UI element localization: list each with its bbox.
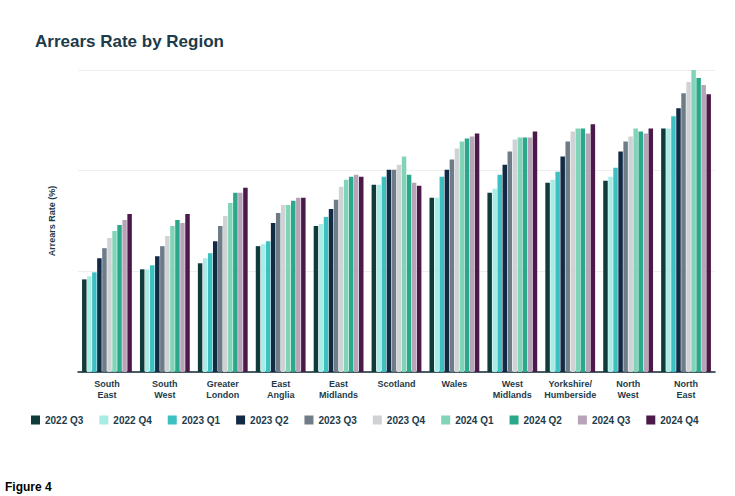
svg-text:West: West — [502, 379, 523, 389]
svg-text:Yorkshire/: Yorkshire/ — [549, 379, 593, 389]
svg-text:Anglia: Anglia — [267, 390, 295, 400]
svg-text:East: East — [677, 390, 696, 400]
svg-text:West: West — [154, 390, 175, 400]
svg-text:Midlands: Midlands — [319, 390, 358, 400]
svg-text:Scotland: Scotland — [377, 379, 415, 389]
svg-text:Midlands: Midlands — [493, 390, 532, 400]
svg-text:East: East — [329, 379, 348, 389]
svg-text:Humberside: Humberside — [544, 390, 596, 400]
svg-text:2023 Q2: 2023 Q2 — [250, 415, 289, 426]
svg-text:2024 Q1: 2024 Q1 — [455, 415, 494, 426]
svg-text:North: North — [674, 379, 698, 389]
svg-text:South: South — [94, 379, 120, 389]
svg-text:West: West — [617, 390, 638, 400]
svg-text:2024 Q2: 2024 Q2 — [524, 415, 563, 426]
svg-text:Wales: Wales — [442, 379, 468, 389]
svg-text:East: East — [97, 390, 116, 400]
svg-text:Greater: Greater — [207, 379, 240, 389]
svg-text:2024 Q3: 2024 Q3 — [592, 415, 631, 426]
svg-text:2023 Q3: 2023 Q3 — [318, 415, 357, 426]
svg-text:London: London — [206, 390, 239, 400]
svg-text:East: East — [271, 379, 290, 389]
svg-text:2023 Q4: 2023 Q4 — [387, 415, 426, 426]
svg-text:Arrears Rate (%): Arrears Rate (%) — [47, 186, 57, 257]
svg-text:Arrears Rate by Region: Arrears Rate by Region — [35, 32, 224, 51]
svg-text:North: North — [616, 379, 640, 389]
svg-text:Figure 4: Figure 4 — [5, 480, 52, 494]
svg-text:2022 Q3: 2022 Q3 — [45, 415, 84, 426]
svg-text:2023 Q1: 2023 Q1 — [182, 415, 221, 426]
svg-text:2024 Q4: 2024 Q4 — [660, 415, 699, 426]
svg-text:2022 Q4: 2022 Q4 — [113, 415, 152, 426]
svg-text:South: South — [152, 379, 178, 389]
